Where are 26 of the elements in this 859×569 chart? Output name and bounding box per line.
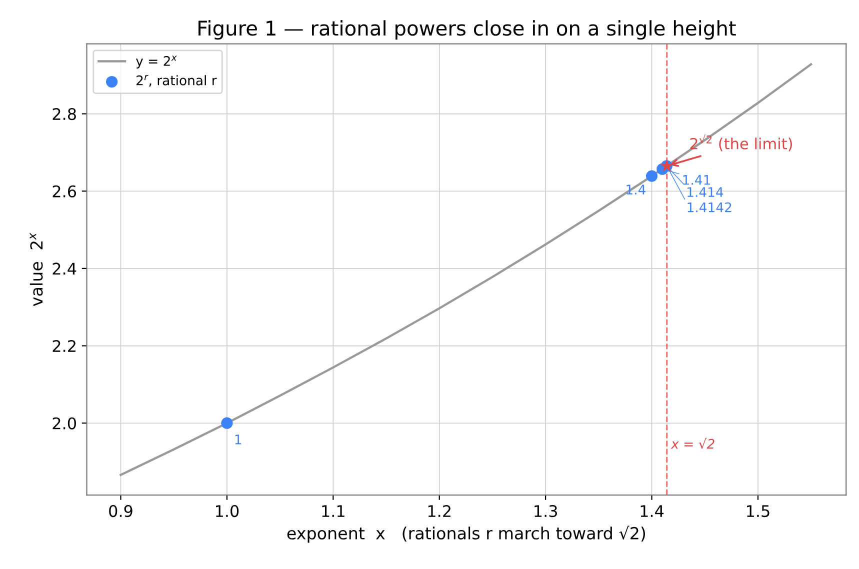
annotation: 2$^{√2}$ (the limit)	[690, 134, 792, 152]
annotation: 1.41	[683, 175, 710, 185]
x-tick-label: 1.2	[428, 505, 450, 517]
annotation: 1.4	[626, 184, 646, 194]
x-tick-label: 1.5	[747, 505, 770, 518]
x-tick-label: 1.0	[216, 505, 239, 518]
legend-label: 2$^{r}$, rational r	[136, 74, 217, 87]
point	[646, 170, 658, 182]
annotation: 1.414	[688, 187, 724, 197]
x-axis-title: exponent x (rationals r march toward √2)	[287, 526, 646, 543]
y-tick-label: 2.4	[52, 262, 76, 275]
x-tick-label: 1.4	[640, 505, 664, 517]
y-axis-title: value 2$^{x}$	[30, 232, 43, 306]
chart-title: Figure 1 — rational powers close in on a single height	[198, 20, 736, 40]
y-tick-label: 2.8	[52, 108, 76, 120]
ref-line-label: x = √2	[670, 438, 714, 449]
y-tick-label: 2.2	[52, 340, 76, 352]
annotation: 1	[235, 434, 242, 444]
y-tick-label: 2.6	[52, 185, 76, 198]
point	[221, 417, 233, 429]
x-tick-label: 1.1	[322, 505, 344, 517]
x-tick-label: 0.9	[109, 505, 132, 518]
legend-label: y = 2$^{x}$	[136, 56, 177, 69]
annotation: 1.4142	[688, 202, 732, 212]
y-tick-label: 2.0	[52, 417, 76, 430]
x-tick-label: 1.3	[534, 505, 557, 518]
